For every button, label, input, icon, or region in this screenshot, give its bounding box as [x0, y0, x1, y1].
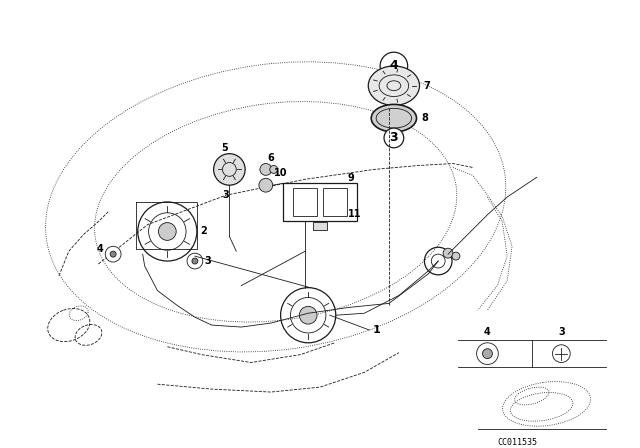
Circle shape [443, 248, 453, 258]
Text: 4: 4 [484, 327, 491, 337]
Text: 3: 3 [223, 190, 229, 200]
Circle shape [552, 345, 570, 362]
Text: 3: 3 [205, 256, 211, 266]
Circle shape [384, 128, 404, 148]
Circle shape [192, 258, 198, 264]
Text: 2: 2 [200, 227, 207, 237]
Text: 6: 6 [268, 153, 274, 163]
Bar [323, 188, 347, 216]
Text: 7: 7 [424, 81, 430, 90]
Bar [293, 188, 317, 216]
Circle shape [259, 178, 273, 192]
Ellipse shape [371, 104, 417, 132]
Circle shape [187, 253, 203, 269]
Circle shape [452, 252, 460, 260]
Text: CC011535: CC011535 [497, 438, 537, 448]
Text: 11: 11 [348, 209, 361, 219]
Text: 3: 3 [390, 131, 398, 144]
Bar [283, 183, 357, 221]
Ellipse shape [368, 66, 419, 105]
Text: 4: 4 [97, 244, 103, 254]
Text: 8: 8 [422, 113, 428, 123]
Circle shape [300, 306, 317, 324]
Text: 3: 3 [558, 327, 564, 337]
Text: 1: 1 [372, 325, 380, 335]
Circle shape [105, 246, 121, 262]
Circle shape [483, 349, 492, 358]
Text: 4: 4 [390, 60, 398, 73]
Text: 5: 5 [221, 143, 228, 153]
Text: 9: 9 [348, 173, 355, 183]
Circle shape [380, 52, 408, 80]
Circle shape [159, 223, 176, 241]
Text: 10: 10 [274, 168, 287, 178]
Bar [312, 222, 328, 229]
Circle shape [260, 164, 272, 175]
Circle shape [477, 343, 499, 365]
Circle shape [110, 251, 116, 257]
Circle shape [270, 165, 278, 173]
Circle shape [214, 154, 245, 185]
